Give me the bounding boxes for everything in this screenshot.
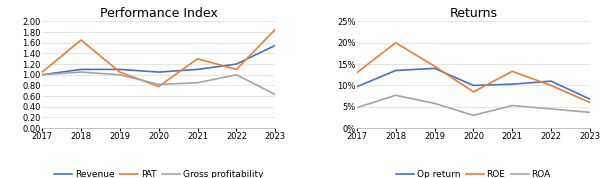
ROE [586, 101, 594, 104]
Gross profitability [194, 82, 201, 84]
ROE [470, 91, 477, 93]
ROA [392, 94, 399, 96]
Revenue [78, 68, 85, 70]
Line: Revenue: Revenue [42, 45, 275, 75]
Op return [392, 69, 399, 72]
ROA [353, 107, 361, 109]
ROE [547, 84, 554, 87]
ROE [509, 70, 516, 72]
PAT [78, 39, 85, 41]
PAT [39, 71, 46, 73]
Op return [547, 80, 554, 82]
Legend: Op return, ROE, ROA: Op return, ROE, ROA [393, 167, 554, 178]
ROA [586, 111, 594, 113]
Line: Gross profitability: Gross profitability [42, 72, 275, 95]
Line: PAT: PAT [42, 29, 275, 87]
Revenue [116, 68, 123, 70]
Gross profitability [272, 93, 279, 96]
PAT [233, 68, 240, 70]
PAT [194, 58, 201, 60]
Line: ROA: ROA [357, 95, 590, 115]
Legend: Revenue, PAT, Gross profitability: Revenue, PAT, Gross profitability [51, 167, 267, 178]
ROE [392, 42, 399, 44]
Title: Returns: Returns [450, 7, 497, 20]
ROA [509, 104, 516, 107]
Op return [509, 83, 516, 85]
PAT [272, 28, 279, 30]
Gross profitability [78, 71, 85, 73]
Gross profitability [155, 83, 163, 85]
ROE [431, 65, 438, 67]
Revenue [155, 71, 163, 73]
ROE [353, 72, 361, 74]
ROA [547, 108, 554, 110]
Revenue [39, 74, 46, 76]
Op return [470, 84, 477, 87]
ROA [431, 102, 438, 104]
Op return [586, 98, 594, 100]
Gross profitability [39, 74, 46, 76]
Title: Performance Index: Performance Index [100, 7, 217, 20]
Revenue [272, 44, 279, 46]
Line: ROE: ROE [357, 43, 590, 103]
Revenue [233, 63, 240, 65]
Revenue [194, 68, 201, 70]
Line: Op return: Op return [357, 68, 590, 99]
PAT [116, 71, 123, 73]
ROA [470, 114, 477, 116]
Gross profitability [233, 74, 240, 76]
Op return [431, 67, 438, 69]
Gross profitability [116, 74, 123, 76]
PAT [155, 85, 163, 88]
Op return [353, 86, 361, 88]
